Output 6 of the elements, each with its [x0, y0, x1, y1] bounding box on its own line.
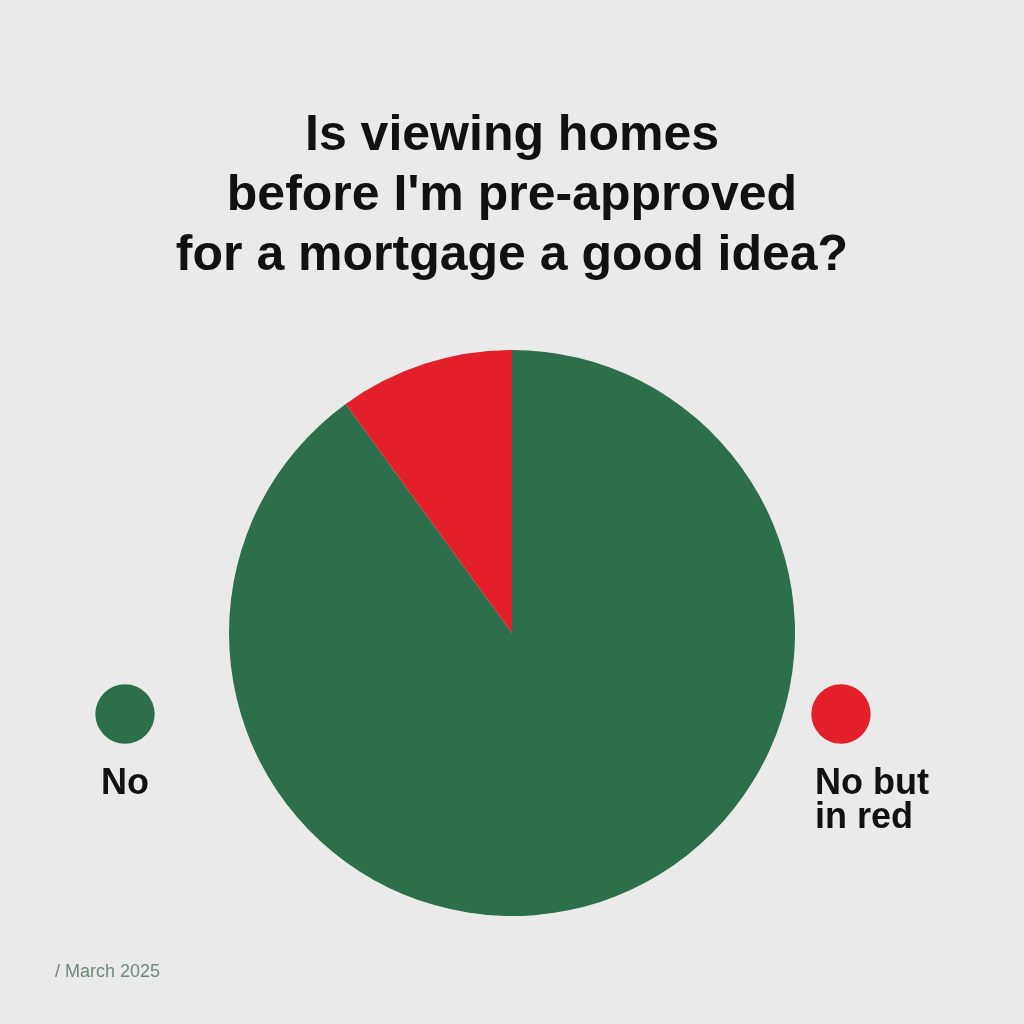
text: / March 2025 — [55, 961, 161, 981]
pie-slice — [345, 350, 512, 633]
legend-label: No but in red — [815, 761, 929, 836]
pie-slice — [229, 350, 795, 916]
legend-label: No — [101, 761, 149, 802]
chart-title: Is viewing homes before I'm pre-approved for a mortgage a good idea? — [175, 105, 849, 281]
